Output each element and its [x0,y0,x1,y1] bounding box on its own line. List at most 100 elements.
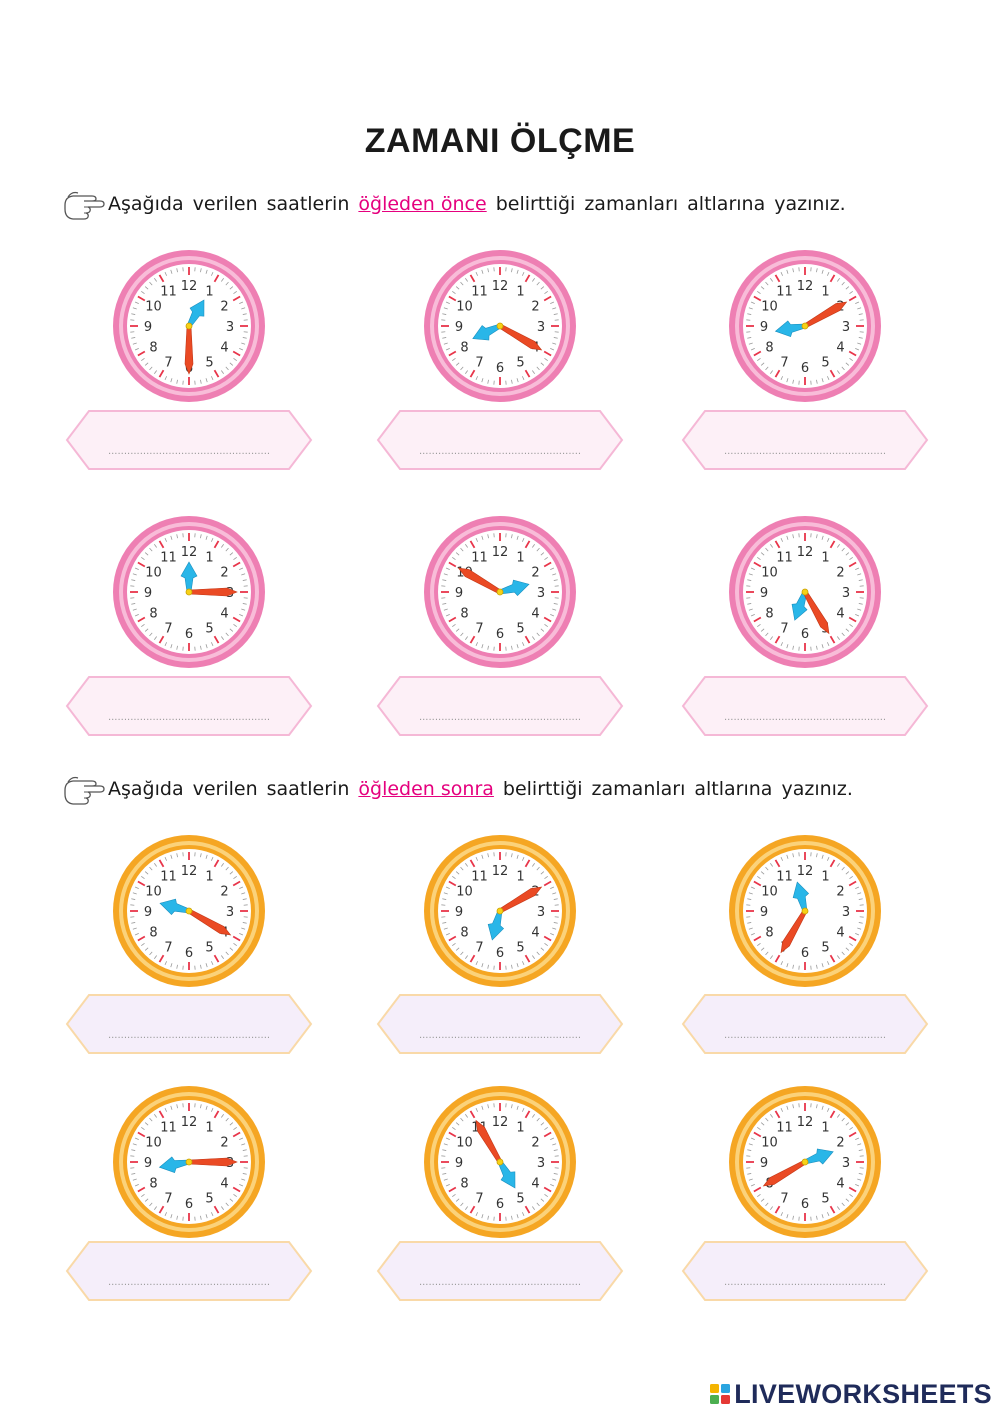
pm-answer-box[interactable]: ........................................… [376,993,624,1055]
clock-tick [213,954,220,963]
clock-tick [750,567,755,570]
clock-tick [460,366,464,371]
clock-number: 11 [471,869,488,884]
clock-number: 1 [205,1120,213,1135]
am-answer-box[interactable]: ........................................… [376,409,624,471]
clock-tick [242,313,247,315]
clock-tick [464,1206,468,1210]
clock-tick [452,875,456,879]
clock-tick [443,342,448,345]
pm-answer-box[interactable]: ........................................… [681,993,929,1055]
clock-number: 11 [160,550,177,565]
clock-tick [858,579,863,581]
clock-tick [448,295,457,302]
clock-tick [225,632,229,637]
clock-tick [221,278,225,282]
clock-tick [511,853,513,858]
clock-tick [137,616,146,623]
answer-placeholder: ........................................… [419,446,581,457]
clock-tick [857,1143,862,1146]
clock-tick [855,1137,860,1140]
clock-center-pin [185,1158,193,1166]
pm-answer-box[interactable]: ........................................… [65,993,313,1055]
clock-tick [149,1202,153,1207]
clock-tick [522,961,525,966]
am-answer-box[interactable]: ........................................… [376,675,624,737]
clock-number: 9 [455,1156,463,1171]
clock-tick [149,1117,153,1122]
clock-tick [765,1202,769,1207]
clock-number: 7 [780,356,788,371]
clock-number: 1 [821,550,829,565]
clock-tick [816,534,818,539]
clock-tick [827,1212,830,1217]
clock-center-pin [801,1158,809,1166]
pm-answer-box[interactable]: ........................................… [681,1240,929,1302]
clock-number: 2 [220,300,228,315]
pm-answer-box[interactable]: ........................................… [65,1240,313,1302]
clock-tick [550,886,555,889]
clock-tick [516,378,519,383]
clock-tick [141,358,145,362]
clock-number: 2 [531,566,539,581]
clock-tick [221,863,225,867]
clock-tick [448,935,457,942]
clock-tick [841,1202,845,1207]
clock-tick [229,1122,234,1126]
clock-number: 9 [144,905,152,920]
clock-tick [544,875,548,879]
clock-tick [516,1105,519,1110]
am-answer-box[interactable]: ........................................… [681,675,929,737]
clock-number: 7 [475,941,483,956]
clock-number: 2 [836,566,844,581]
am-answer-box[interactable]: ........................................… [65,409,313,471]
instruction-pm: Aşağıda verilen saatlerin öğleden sonra … [62,771,862,807]
clock-tick [841,951,845,956]
instruction-word: altlarına [694,778,773,800]
clock-tick [540,1122,545,1126]
clock-tick [200,964,202,969]
clock-tick [164,537,167,542]
clock-number: 8 [765,926,773,941]
clock-tick [750,1137,755,1140]
clock-tick [448,1131,457,1138]
clock-tick [821,378,824,383]
clock-tick [550,348,555,351]
clock-tick [550,1137,555,1140]
clock-tick [829,954,836,963]
clock-tick [821,1105,824,1110]
clock-tick [153,1114,157,1118]
clock-number: 10 [145,885,162,900]
am-answer-box[interactable]: ........................................… [681,409,929,471]
clock-tick [158,540,165,549]
clock-tick [748,1178,753,1181]
clock-tick [774,859,781,868]
clock-tick [132,927,137,930]
clock-tick [158,1110,165,1119]
clock-number: 11 [160,284,177,299]
clock-tick [158,954,165,963]
clock-tick [464,955,468,959]
clock-tick [239,1184,244,1187]
clock-number: 10 [761,300,778,315]
clock-tick [469,369,476,378]
clock-number: 9 [144,1156,152,1171]
am-answer-box[interactable]: ........................................… [65,675,313,737]
clock-tick [229,871,234,875]
clock-tick [845,947,850,951]
clock-tick [153,1206,157,1210]
clock-tick [131,922,136,924]
clock-tick [821,963,824,968]
clock-tick [849,290,853,294]
clock-number: 1 [205,284,213,299]
clock-tick [837,370,841,374]
pm-answer-box[interactable]: ........................................… [376,1240,624,1302]
clock-tick [544,556,548,560]
clock-tick [442,579,447,581]
clock-number: 8 [765,341,773,356]
clock-number: 12 [181,1115,198,1130]
clock-tick [829,1205,836,1214]
clock-tick [786,963,789,968]
clock-number: 6 [496,1197,504,1212]
clock-number: 11 [776,284,793,299]
